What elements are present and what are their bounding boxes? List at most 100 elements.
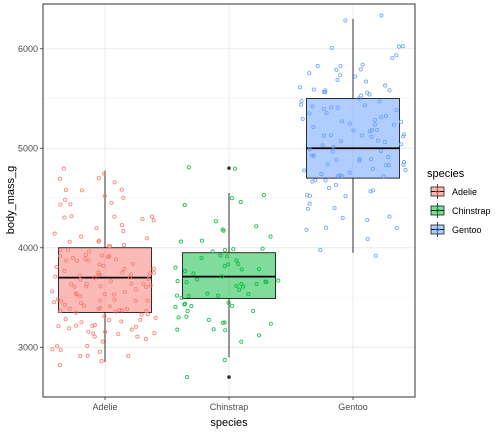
legend-key-adelie: [429, 183, 446, 200]
data-point: [369, 157, 374, 162]
data-point: [323, 90, 328, 95]
data-point: [321, 133, 327, 138]
data-point: [92, 334, 97, 339]
data-point: [58, 309, 63, 314]
data-point: [260, 246, 265, 251]
data-point: [133, 298, 138, 303]
data-point: [121, 229, 126, 234]
data-point: [328, 105, 334, 110]
data-point: [302, 168, 307, 173]
data-point: [122, 289, 127, 294]
data-point: [254, 282, 259, 287]
data-point: [57, 363, 62, 368]
data-point: [225, 254, 230, 259]
x-axis-title: species: [210, 417, 248, 429]
data-point: [113, 257, 119, 262]
data-point: [359, 93, 364, 98]
data-point: [334, 67, 339, 72]
data-point: [335, 105, 340, 110]
data-point: [351, 128, 356, 133]
data-point: [239, 267, 244, 272]
data-point: [63, 197, 68, 202]
outlier-point: [227, 375, 231, 379]
y-tick-label: 3000: [18, 342, 38, 352]
data-point: [222, 358, 227, 363]
data-point: [358, 67, 363, 72]
data-point: [94, 226, 99, 231]
data-point: [304, 227, 309, 232]
data-point: [145, 236, 150, 241]
data-point: [356, 96, 361, 101]
data-point: [143, 337, 148, 342]
data-point: [330, 149, 335, 154]
x-tick-label: Adelie: [92, 402, 117, 412]
data-point: [130, 261, 135, 266]
legend: species Adelie Chinstrap Gentoo: [427, 168, 491, 238]
points-adelie: [50, 166, 158, 368]
data-point: [311, 87, 316, 92]
data-point: [129, 327, 134, 332]
data-point: [119, 223, 125, 228]
data-point: [372, 117, 378, 123]
data-point: [53, 274, 58, 279]
data-point: [325, 162, 330, 167]
data-point: [206, 317, 211, 322]
data-point: [240, 284, 246, 289]
data-point: [152, 270, 157, 275]
data-point: [186, 165, 191, 170]
data-point: [398, 119, 404, 124]
data-point: [99, 359, 104, 364]
data-point: [311, 153, 316, 158]
data-point: [145, 298, 150, 303]
data-point: [307, 193, 312, 198]
data-point: [357, 157, 362, 162]
data-point: [101, 171, 107, 176]
data-point: [368, 189, 373, 194]
data-point: [152, 331, 157, 336]
data-point: [379, 13, 384, 18]
legend-key-point: [435, 189, 440, 194]
data-point: [99, 253, 104, 258]
data-point: [307, 111, 312, 116]
data-point: [362, 103, 367, 108]
data-point: [79, 234, 84, 239]
data-point: [97, 349, 102, 354]
data-point: [112, 214, 117, 219]
data-point: [333, 182, 338, 187]
data-point: [98, 298, 103, 303]
legend-key-point: [435, 227, 440, 232]
data-point: [55, 297, 61, 302]
data-point: [67, 239, 72, 244]
data-point: [238, 200, 243, 205]
data-point: [379, 115, 384, 120]
data-point: [116, 331, 121, 337]
data-point: [62, 215, 67, 220]
data-point: [108, 279, 113, 284]
legend-title: species: [427, 168, 465, 180]
y-axis-title: body_mass_g: [5, 166, 17, 235]
data-point: [79, 301, 84, 306]
data-point: [140, 217, 145, 222]
data-point: [199, 255, 204, 260]
data-point: [387, 214, 392, 219]
data-point: [357, 158, 362, 163]
data-point: [112, 180, 117, 185]
data-point: [311, 124, 316, 130]
legend-key-gentoo: [429, 221, 446, 238]
legend-label-gentoo: Gentoo: [452, 225, 482, 235]
data-point: [226, 262, 231, 267]
data-point: [394, 226, 399, 231]
data-point: [323, 225, 329, 230]
data-point: [62, 302, 67, 307]
data-point: [384, 163, 389, 168]
data-point: [62, 268, 67, 273]
data-point: [63, 187, 68, 192]
data-point: [141, 281, 146, 286]
data-point: [391, 122, 397, 127]
data-point: [218, 253, 223, 258]
data-point: [98, 284, 103, 289]
data-point: [307, 71, 312, 76]
data-point: [107, 304, 112, 309]
data-point: [321, 106, 326, 112]
data-point: [185, 309, 190, 314]
